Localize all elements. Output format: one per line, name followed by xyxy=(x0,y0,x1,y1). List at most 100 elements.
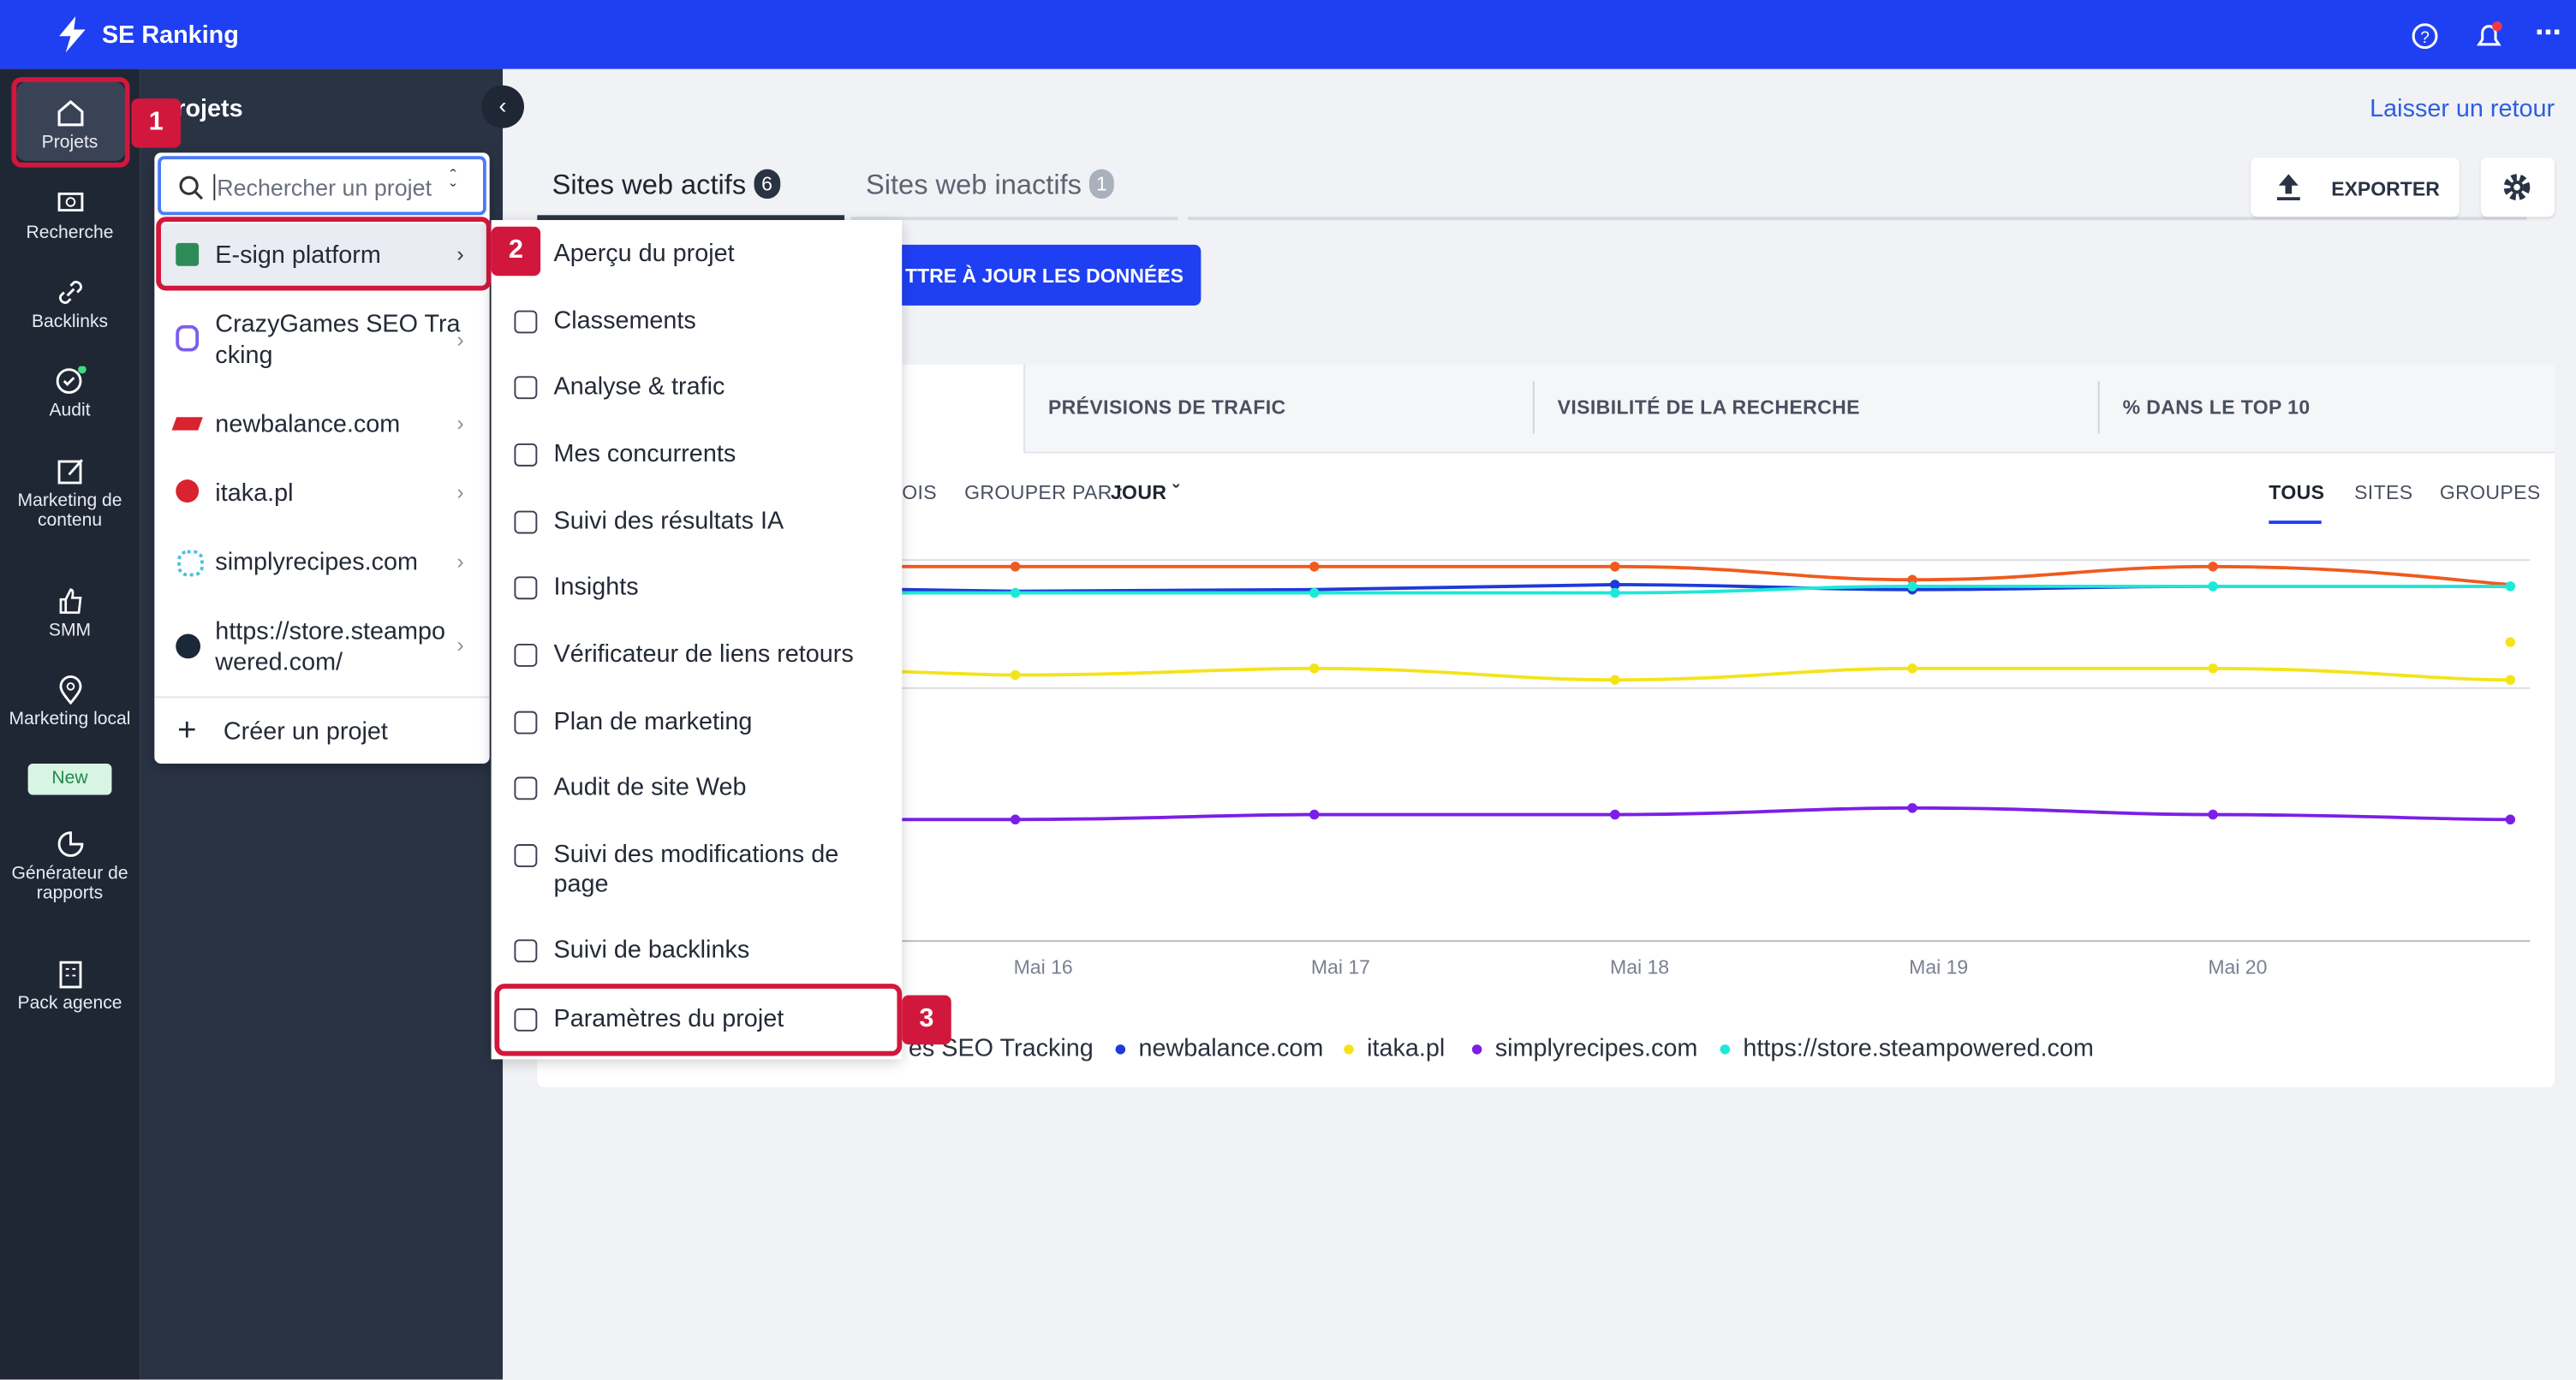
legend-label: https://store.steampowered.com xyxy=(1743,1034,2094,1063)
tab-line xyxy=(1188,217,2527,221)
nav-smm[interactable]: SMM xyxy=(7,586,134,640)
nav-audit[interactable]: Audit xyxy=(7,366,134,420)
project-item[interactable]: E-sign platform xyxy=(215,241,381,270)
nav-label: Backlinks xyxy=(31,312,109,332)
x-label: Mai 20 xyxy=(2208,956,2267,978)
filter-groupes[interactable]: GROUPES xyxy=(2439,481,2541,504)
legend-item: simplyrecipes.com xyxy=(1471,1035,1697,1062)
create-project[interactable]: Créer un projet xyxy=(223,717,388,746)
submenu-item[interactable]: Paramètres du projet xyxy=(553,1005,784,1033)
submenu-icon xyxy=(514,310,538,334)
step-badge: 1 xyxy=(131,98,182,148)
svg-text:?: ? xyxy=(2420,29,2430,47)
tab-sep xyxy=(1023,364,1026,452)
selected-project-bg xyxy=(159,223,486,289)
legend-dot xyxy=(1115,1044,1126,1055)
separator xyxy=(154,696,490,699)
project-item[interactable]: itaka.pl xyxy=(215,479,294,508)
nav-rapports[interactable]: Générateur de rapports xyxy=(7,830,134,903)
submenu-icon xyxy=(514,844,538,867)
nav-label: SMM xyxy=(48,621,92,641)
nav-label: Audit xyxy=(49,401,91,421)
submenu-item[interactable]: Suivi des résultats IA xyxy=(553,507,784,536)
chart-tab[interactable]: VISIBILITÉ DE LA RECHERCHE xyxy=(1557,396,1860,419)
nav-backlinks[interactable]: Backlinks xyxy=(7,277,134,332)
group-by-value[interactable]: JOUR ˇ xyxy=(1110,481,1180,504)
nav-label: Recherche xyxy=(26,223,114,243)
nav-label: Générateur de rapports xyxy=(11,864,128,904)
filter-sites[interactable]: SITES xyxy=(2354,481,2413,504)
submenu-icon xyxy=(514,576,538,600)
brand: SE Ranking xyxy=(101,21,239,50)
project-icon xyxy=(176,242,200,266)
submenu-item[interactable]: Aperçu du projet xyxy=(553,240,735,268)
nav-projets[interactable]: Projets xyxy=(7,98,134,152)
nav-label: Marketing local xyxy=(9,709,131,729)
tab-line xyxy=(850,217,1178,221)
project-icon xyxy=(176,479,200,503)
x-label: Mai 16 xyxy=(1014,956,1073,978)
legend-item: itaka.pl xyxy=(1344,1035,1445,1062)
active-item-bg xyxy=(16,81,125,162)
chart-tab-row xyxy=(1023,364,2555,454)
series-line xyxy=(902,564,2511,586)
nav-recherche[interactable]: Recherche xyxy=(7,189,134,243)
project-item[interactable]: CrazyGames SEO Tracking xyxy=(215,310,461,370)
project-icon xyxy=(176,633,201,659)
help-icon[interactable]: ? xyxy=(2410,21,2440,51)
submenu-icon xyxy=(514,644,538,667)
submenu-icon xyxy=(514,510,538,534)
period-fragment[interactable]: OIS xyxy=(902,481,938,504)
project-item[interactable]: https://store.steampowered.com/ xyxy=(215,617,446,677)
project-submenu xyxy=(491,220,903,1060)
highlight-1 xyxy=(11,77,130,168)
tab-count: 1 xyxy=(1089,169,1114,199)
tab-active[interactable]: Sites web actifs 6 xyxy=(552,169,780,202)
project-icon xyxy=(176,324,200,352)
new-badge: New xyxy=(27,764,112,795)
nav-marketing-local[interactable]: Marketing local xyxy=(7,675,134,729)
export-button[interactable]: EXPORTER xyxy=(2251,158,2460,217)
collapse-button[interactable]: ‹ xyxy=(481,85,524,128)
submenu-item[interactable]: Classements xyxy=(553,306,696,336)
filter-tous[interactable]: TOUS xyxy=(2269,481,2325,504)
tab-count: 6 xyxy=(754,169,780,199)
x-label: Mai 19 xyxy=(1909,956,1968,978)
nav-label: Pack agence xyxy=(17,993,122,1014)
project-item[interactable]: simplyrecipes.com xyxy=(215,548,418,577)
submenu-item[interactable]: Suivi de backlinks xyxy=(553,936,750,965)
nav-marketing-contenu[interactable]: Marketing de contenu xyxy=(7,456,134,531)
submenu-item[interactable]: Insights xyxy=(553,573,639,602)
submenu-item[interactable]: Plan de marketing xyxy=(553,707,753,736)
chart-tab[interactable]: PRÉVISIONS DE TRAFIC xyxy=(1047,396,1286,419)
submenu-item[interactable]: Analyse & trafic xyxy=(553,372,725,402)
export-label: EXPORTER xyxy=(2331,177,2440,201)
settings-button[interactable] xyxy=(2480,158,2555,217)
x-label: Mai 17 xyxy=(1311,956,1370,978)
tab-inactive[interactable]: Sites web inactifs 1 xyxy=(866,169,1114,202)
points xyxy=(1010,562,2516,825)
project-item[interactable]: newbalance.com xyxy=(215,410,401,439)
highlight-3 xyxy=(494,984,903,1056)
legend-dot xyxy=(1720,1044,1731,1055)
logo xyxy=(59,16,86,53)
submenu-item[interactable]: Audit de site Web xyxy=(553,773,747,802)
project-icon xyxy=(177,550,204,577)
legend-label: newbalance.com xyxy=(1138,1034,1324,1063)
submenu-item[interactable]: Vérificateur de liens retours xyxy=(553,640,854,669)
nav-pack-agence[interactable]: Pack agence xyxy=(7,959,134,1014)
more-icon[interactable]: ⋯ xyxy=(2535,20,2561,48)
nav-label: Projets xyxy=(41,133,98,153)
submenu-item[interactable]: Mes concurrents xyxy=(553,440,736,468)
notifications-icon[interactable] xyxy=(2472,20,2505,52)
submenu-item[interactable]: Suivi des modifications de page xyxy=(553,841,839,899)
update-button[interactable]: TTRE À JOUR LES DONNÉES › xyxy=(886,244,1202,306)
chevron: › xyxy=(456,410,464,436)
feedback-link[interactable]: Laisser un retour xyxy=(2370,95,2555,123)
nav-label: Marketing de contenu xyxy=(17,491,122,531)
chart-tab[interactable]: % DANS LE TOP 10 xyxy=(2122,396,2311,419)
submenu-icon xyxy=(514,939,538,963)
